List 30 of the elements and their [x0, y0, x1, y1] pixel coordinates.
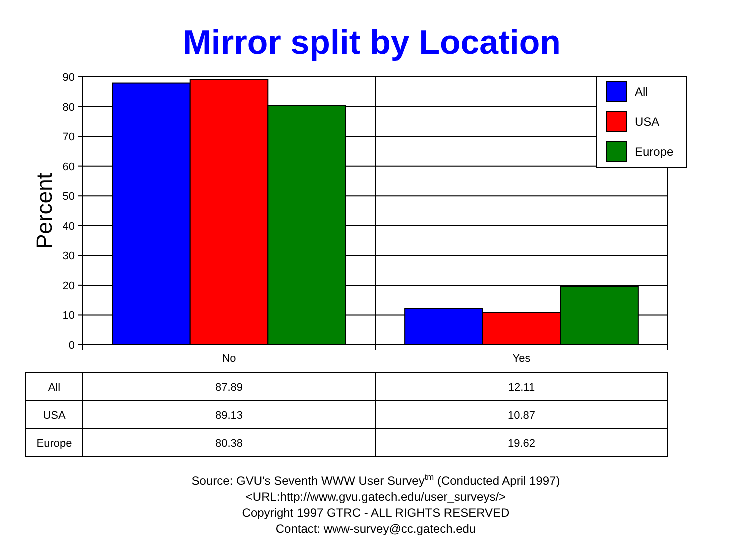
- x-tick-label: Yes: [512, 353, 532, 365]
- text: Contact: www-survey@cc.gatech.edu: [276, 522, 476, 536]
- x-tick-label: No: [222, 353, 236, 365]
- y-tick-label: 30: [62, 250, 75, 263]
- y-tick-label: 0: [68, 340, 75, 352]
- text: Europe: [36, 438, 72, 450]
- text: Copyright 1997 GTRC - ALL RIGHTS RESERVED: [242, 506, 510, 520]
- legend-label: USA: [635, 115, 660, 129]
- chart-title: Mirror split by Location: [183, 24, 561, 62]
- y-tick-label: 80: [62, 102, 75, 114]
- y-tick-label: 40: [62, 220, 75, 233]
- data-label: 87.89: [215, 382, 244, 394]
- legend-label: All: [635, 85, 648, 99]
- text: USA: [43, 410, 66, 422]
- text: All: [48, 382, 61, 394]
- y-tick-label: 90: [62, 72, 75, 84]
- text: <URL:http://www.gvu.gatech.edu/user_surveys/>: [246, 490, 506, 504]
- data-label: 10.87: [508, 410, 536, 422]
- y-tick-label: 20: [62, 280, 75, 292]
- data-label: 19.62: [508, 438, 536, 450]
- legend-label: Europe: [635, 145, 674, 159]
- y-tick-label: 60: [62, 161, 75, 174]
- source-note: Source: GVU's Seventh WWW User Survey$^{tm}$ (Conducted April 1997): [192, 472, 560, 488]
- y-tick-label: 70: [62, 132, 75, 144]
- data-label: 12.11: [508, 382, 536, 394]
- y-tick-label: 10: [62, 310, 75, 322]
- y-tick-label: 50: [62, 191, 75, 204]
- y-axis-title: Percent: [32, 173, 57, 249]
- data-label: 89.13: [215, 410, 244, 422]
- data-label: 80.38: [215, 438, 244, 450]
